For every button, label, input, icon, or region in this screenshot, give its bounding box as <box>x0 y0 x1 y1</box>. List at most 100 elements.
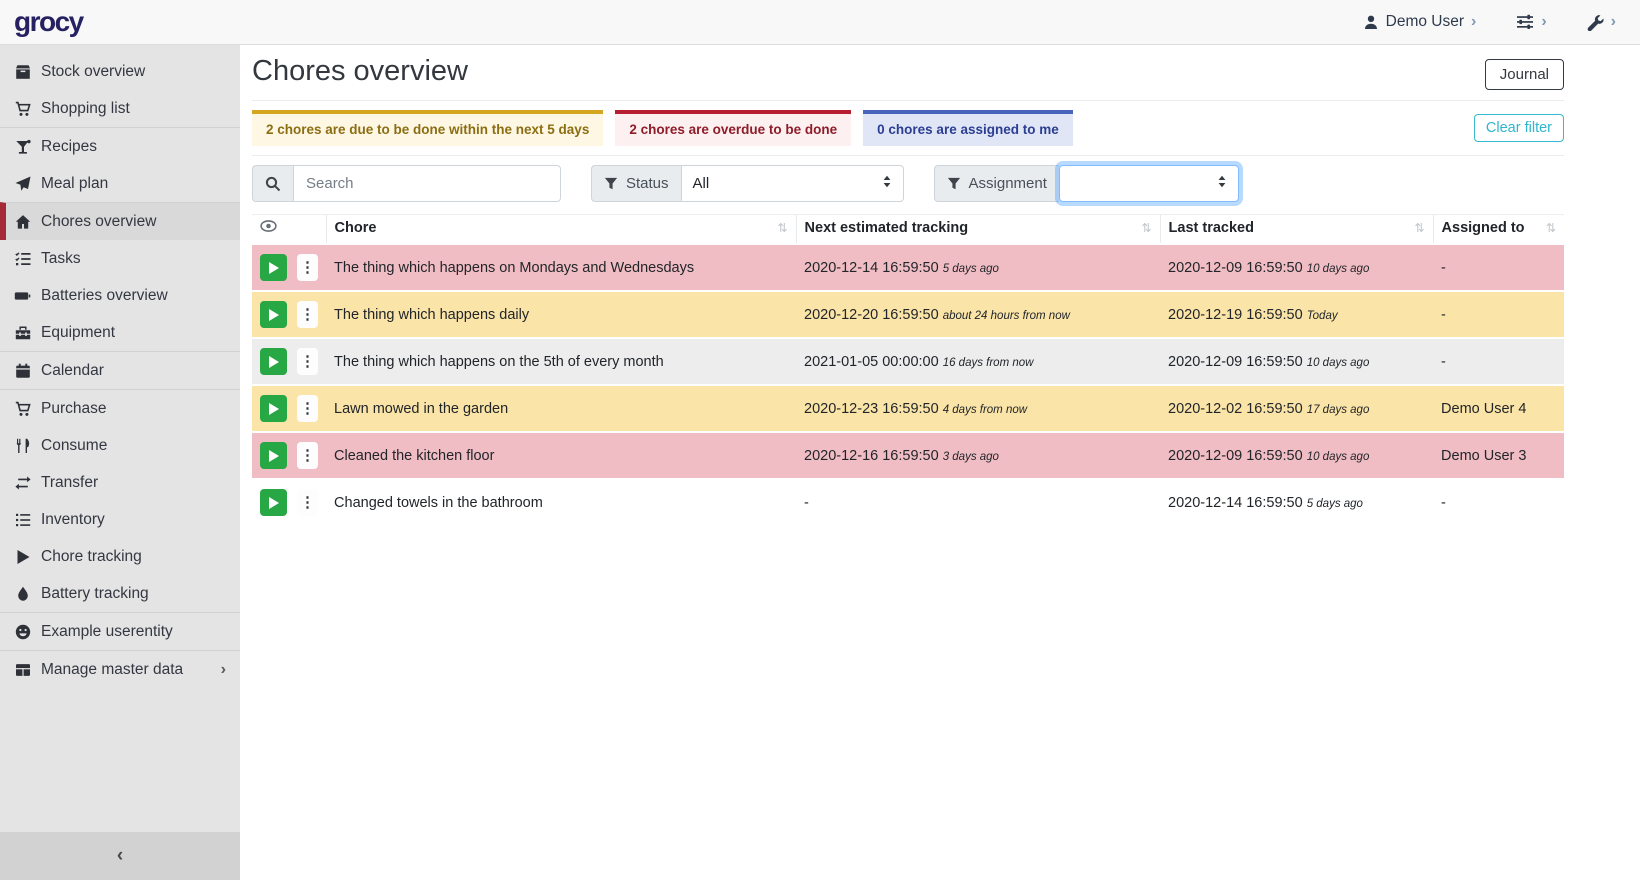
relative-time: 10 days ago <box>1306 450 1370 463</box>
column-header-chore[interactable]: Chore ⇅ <box>325 214 797 245</box>
sidebar-item[interactable]: Transfer <box>0 464 240 501</box>
sort-icon: ⇅ <box>1545 221 1556 236</box>
clear-filter-button[interactable]: Clear filter <box>1473 114 1564 142</box>
relative-time: 10 days ago <box>1306 356 1370 369</box>
topbar-menus: Demo User › › › <box>1363 13 1616 31</box>
status-banner[interactable]: 2 chores are overdue to be done <box>615 110 852 146</box>
search-group <box>252 165 561 202</box>
row-menu-button[interactable]: ⋮ <box>297 301 319 329</box>
sidebar-item-label: Battery tracking <box>41 585 149 602</box>
relative-time: 3 days ago <box>942 450 999 463</box>
sidebar-item-label: Example userentity <box>41 623 173 640</box>
relative-time: Today <box>1306 309 1338 322</box>
chevron-left-icon: ‹ <box>116 845 124 866</box>
sidebar-item[interactable]: Equipment <box>0 314 240 351</box>
sidebar-item-label: Shopping list <box>41 100 130 117</box>
sidebar-item[interactable]: Meal plan <box>0 165 240 202</box>
home-icon <box>14 214 31 230</box>
chevron-right-icon: › <box>1541 13 1547 30</box>
settings-menu[interactable]: › <box>1516 13 1547 30</box>
chore-name-cell: The thing which happens on the 5th of ev… <box>326 337 797 386</box>
table-row: ⋮ Changed towels in the bathroom - 2020-… <box>252 478 1564 526</box>
column-header-next-estimated-tracking[interactable]: Next estimated tracking ⇅ <box>795 214 1161 245</box>
next-tracking-cell: 2020-12-23 16:59:50 4 days from now <box>796 384 1161 433</box>
sidebar-item[interactable]: Calendar <box>0 351 240 389</box>
next-tracking-cell: 2020-12-16 16:59:50 3 days ago <box>796 431 1161 480</box>
column-header-assigned-to[interactable]: Assigned to ⇅ <box>1432 214 1564 245</box>
collapse-sidebar-button[interactable]: ‹ <box>0 832 240 880</box>
status-banner[interactable]: 0 chores are assigned to me <box>863 110 1073 146</box>
status-filter-label: Status <box>626 175 669 192</box>
column-header-last-tracked[interactable]: Last tracked ⇅ <box>1159 214 1434 245</box>
row-menu-button[interactable]: ⋮ <box>297 395 319 423</box>
last-tracked-cell: 2020-12-09 16:59:50 10 days ago <box>1160 243 1434 292</box>
sidebar-item[interactable]: Stock overview <box>0 53 240 90</box>
sidebar-item-label: Chore tracking <box>41 548 142 565</box>
search-input[interactable] <box>293 165 561 202</box>
sidebar-item[interactable]: Shopping list <box>0 90 240 127</box>
user-menu[interactable]: Demo User › <box>1363 13 1477 31</box>
journal-button[interactable]: Journal <box>1484 59 1564 90</box>
relative-time: about 24 hours from now <box>942 309 1070 322</box>
list-icon <box>14 512 31 528</box>
relative-time: 5 days ago <box>942 262 999 275</box>
status-banner-text: 2 chores are overdue to be done <box>629 122 838 137</box>
chore-name-cell: Changed towels in the bathroom <box>326 478 797 526</box>
sidebar-item[interactable]: Inventory <box>0 501 240 538</box>
admin-menu[interactable]: › <box>1587 14 1616 31</box>
droplet-icon <box>14 586 31 602</box>
sidebar-item-label: Stock overview <box>41 63 146 80</box>
track-chore-execution-button[interactable] <box>260 348 287 376</box>
sidebar-item-label: Meal plan <box>41 175 109 192</box>
sidebar-item[interactable]: Chores overview <box>0 202 240 240</box>
sidebar-item[interactable]: Consume <box>0 427 240 464</box>
status-filter-addon: Status <box>591 165 681 202</box>
filter-icon <box>604 177 618 189</box>
track-chore-execution-button[interactable] <box>260 442 287 470</box>
sidebar-item-label: Consume <box>41 437 108 454</box>
user-menu-label: Demo User <box>1385 13 1465 30</box>
play-icon <box>14 549 31 565</box>
row-menu-button[interactable]: ⋮ <box>297 254 319 282</box>
sidebar-item[interactable]: Battery tracking <box>0 575 240 612</box>
assigned-to-cell: Demo User 3 <box>1433 431 1564 480</box>
search-icon <box>265 176 281 191</box>
status-filter-value: All <box>692 175 710 192</box>
sidebar-item[interactable]: Example userentity <box>0 612 240 650</box>
chores-table: Chore ⇅ Next estimated tracking ⇅ Last tra… <box>252 214 1564 526</box>
sidebar-item[interactable]: Manage master data › <box>0 650 240 688</box>
relative-time: 10 days ago <box>1306 262 1370 275</box>
sidebar-item[interactable]: Batteries overview <box>0 277 240 314</box>
table-icon <box>14 662 31 678</box>
assignment-filter-label: Assignment <box>968 175 1047 192</box>
next-tracking-cell: 2020-12-14 16:59:50 5 days ago <box>796 243 1161 292</box>
status-banner-text: 0 chores are assigned to me <box>877 122 1059 137</box>
sidebar-item-label: Batteries overview <box>41 287 168 304</box>
sidebar-item[interactable]: Recipes <box>0 127 240 165</box>
track-chore-execution-button[interactable] <box>260 489 287 517</box>
sidebar-item[interactable]: Tasks <box>0 240 240 277</box>
sidebar-item[interactable]: Chore tracking <box>0 538 240 575</box>
battery-icon <box>14 288 31 304</box>
app-logo[interactable]: grocy <box>14 6 84 37</box>
row-menu-button[interactable]: ⋮ <box>297 348 319 376</box>
row-menu-button[interactable]: ⋮ <box>297 489 319 517</box>
shopping-cart-icon <box>14 101 31 117</box>
box-icon <box>14 64 31 80</box>
sidebar-item[interactable]: Purchase <box>0 389 240 427</box>
status-filter-select[interactable]: All <box>680 165 904 202</box>
track-chore-execution-button[interactable] <box>260 254 287 282</box>
status-banner[interactable]: 2 chores are due to be done within the n… <box>252 110 604 146</box>
track-chore-execution-button[interactable] <box>260 395 287 423</box>
chevron-right-icon: › <box>220 661 226 678</box>
chevron-right-icon: › <box>1471 13 1477 30</box>
next-tracking-cell: 2021-01-05 00:00:00 16 days from now <box>796 337 1161 386</box>
row-menu-button[interactable]: ⋮ <box>297 442 319 470</box>
visibility-column-header[interactable] <box>252 214 327 245</box>
track-chore-execution-button[interactable] <box>260 301 287 329</box>
utensils-icon <box>14 438 31 454</box>
sidebar-item-label: Manage master data <box>41 661 184 678</box>
assigned-to-cell: - <box>1433 478 1564 526</box>
status-banner-text: 2 chores are due to be done within the n… <box>266 122 590 137</box>
assignment-filter-select[interactable] <box>1058 165 1239 202</box>
